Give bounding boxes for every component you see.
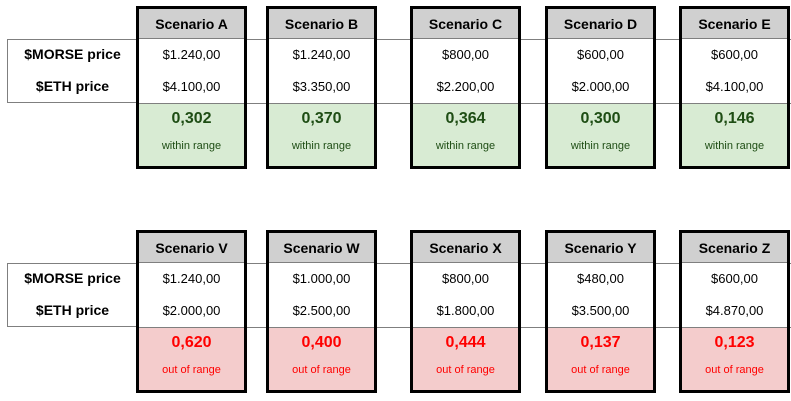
morse-price: $800,00: [442, 47, 489, 62]
eth-price-label: $ETH price: [35, 78, 110, 94]
ratio-result: 0,137 out of range: [548, 327, 653, 390]
ratio-value: 0,400: [301, 334, 342, 351]
range-status: out of range: [571, 364, 630, 376]
morse-price: $800,00: [442, 271, 489, 286]
scenario-card: Scenario Y $480,00 $3.500,00 0,137 out o…: [545, 230, 656, 393]
ratio-value: 0,146: [714, 110, 755, 127]
ratio-result: 0,123 out of range: [682, 327, 787, 390]
scenario-card: Scenario X $800,00 $1.800,00 0,444 out o…: [410, 230, 521, 393]
scenario-card: Scenario W $1.000,00 $2.500,00 0,400 out…: [266, 230, 377, 393]
eth-price: $2.200,00: [436, 79, 495, 94]
range-status: within range: [704, 140, 765, 152]
eth-price: $2.500,00: [292, 303, 351, 318]
scenario-name: Scenario E: [682, 9, 787, 39]
ratio-result: 0,146 within range: [682, 103, 787, 166]
morse-price: $1.240,00: [162, 271, 221, 286]
morse-price: $600,00: [711, 47, 758, 62]
scenario-name: Scenario W: [269, 233, 374, 263]
morse-price-label: $MORSE price: [24, 270, 121, 286]
ratio-result: 0,364 within range: [413, 103, 518, 166]
scenario-card: Scenario E $600,00 $4.100,00 0,146 withi…: [679, 6, 790, 169]
ratio-result: 0,444 out of range: [413, 327, 518, 390]
morse-price: $1.240,00: [162, 47, 221, 62]
ratio-value: 0,300: [580, 110, 621, 127]
ratio-value: 0,444: [445, 334, 486, 351]
scenario-name: Scenario X: [413, 233, 518, 263]
ratio-value: 0,302: [171, 110, 212, 127]
range-status: out of range: [162, 364, 221, 376]
scenario-card: Scenario D $600,00 $2.000,00 0,300 withi…: [545, 6, 656, 169]
scenario-name: Scenario Y: [548, 233, 653, 263]
eth-price: $1.800,00: [436, 303, 495, 318]
ratio-value: 0,364: [445, 110, 486, 127]
eth-price: $2.000,00: [571, 79, 630, 94]
scenario-card: Scenario Z $600,00 $4.870,00 0,123 out o…: [679, 230, 790, 393]
eth-price: $3.350,00: [292, 79, 351, 94]
ratio-result: 0,370 within range: [269, 103, 374, 166]
morse-price: $600,00: [577, 47, 624, 62]
morse-price: $1.240,00: [292, 47, 351, 62]
eth-price: $3.500,00: [571, 303, 630, 318]
eth-price: $4.870,00: [705, 303, 764, 318]
scenarios-within-range: $MORSE price $ETH price Scenario A $1.24…: [0, 6, 791, 170]
eth-price: $4.100,00: [705, 79, 764, 94]
ratio-result: 0,620 out of range: [139, 327, 244, 390]
morse-price: $1.000,00: [292, 271, 351, 286]
scenarios-out-of-range: $MORSE price $ETH price Scenario V $1.24…: [0, 230, 791, 394]
scenario-card: Scenario V $1.240,00 $2.000,00 0,620 out…: [136, 230, 247, 393]
range-status: within range: [435, 140, 496, 152]
scenario-name: Scenario B: [269, 9, 374, 39]
ratio-result: 0,302 within range: [139, 103, 244, 166]
range-status: out of range: [705, 364, 764, 376]
range-status: within range: [161, 140, 222, 152]
eth-price: $4.100,00: [162, 79, 221, 94]
range-status: within range: [570, 140, 631, 152]
scenario-name: Scenario D: [548, 9, 653, 39]
range-status: out of range: [292, 364, 351, 376]
ratio-value: 0,123: [714, 334, 755, 351]
morse-price: $480,00: [577, 271, 624, 286]
row-labels: $MORSE price $ETH price: [7, 263, 138, 327]
scenario-card: Scenario B $1.240,00 $3.350,00 0,370 wit…: [266, 6, 377, 169]
ratio-value: 0,620: [171, 334, 212, 351]
morse-price: $600,00: [711, 271, 758, 286]
morse-price-label: $MORSE price: [24, 46, 121, 62]
scenario-name: Scenario V: [139, 233, 244, 263]
ratio-result: 0,400 out of range: [269, 327, 374, 390]
scenario-card: Scenario A $1.240,00 $4.100,00 0,302 wit…: [136, 6, 247, 169]
eth-price: $2.000,00: [162, 303, 221, 318]
scenario-card: Scenario C $800,00 $2.200,00 0,364 withi…: [410, 6, 521, 169]
ratio-value: 0,137: [580, 334, 621, 351]
ratio-value: 0,370: [301, 110, 342, 127]
scenario-name: Scenario Z: [682, 233, 787, 263]
scenario-name: Scenario C: [413, 9, 518, 39]
row-labels: $MORSE price $ETH price: [7, 39, 138, 103]
range-status: out of range: [436, 364, 495, 376]
range-status: within range: [291, 140, 352, 152]
ratio-result: 0,300 within range: [548, 103, 653, 166]
scenario-name: Scenario A: [139, 9, 244, 39]
eth-price-label: $ETH price: [35, 302, 110, 318]
